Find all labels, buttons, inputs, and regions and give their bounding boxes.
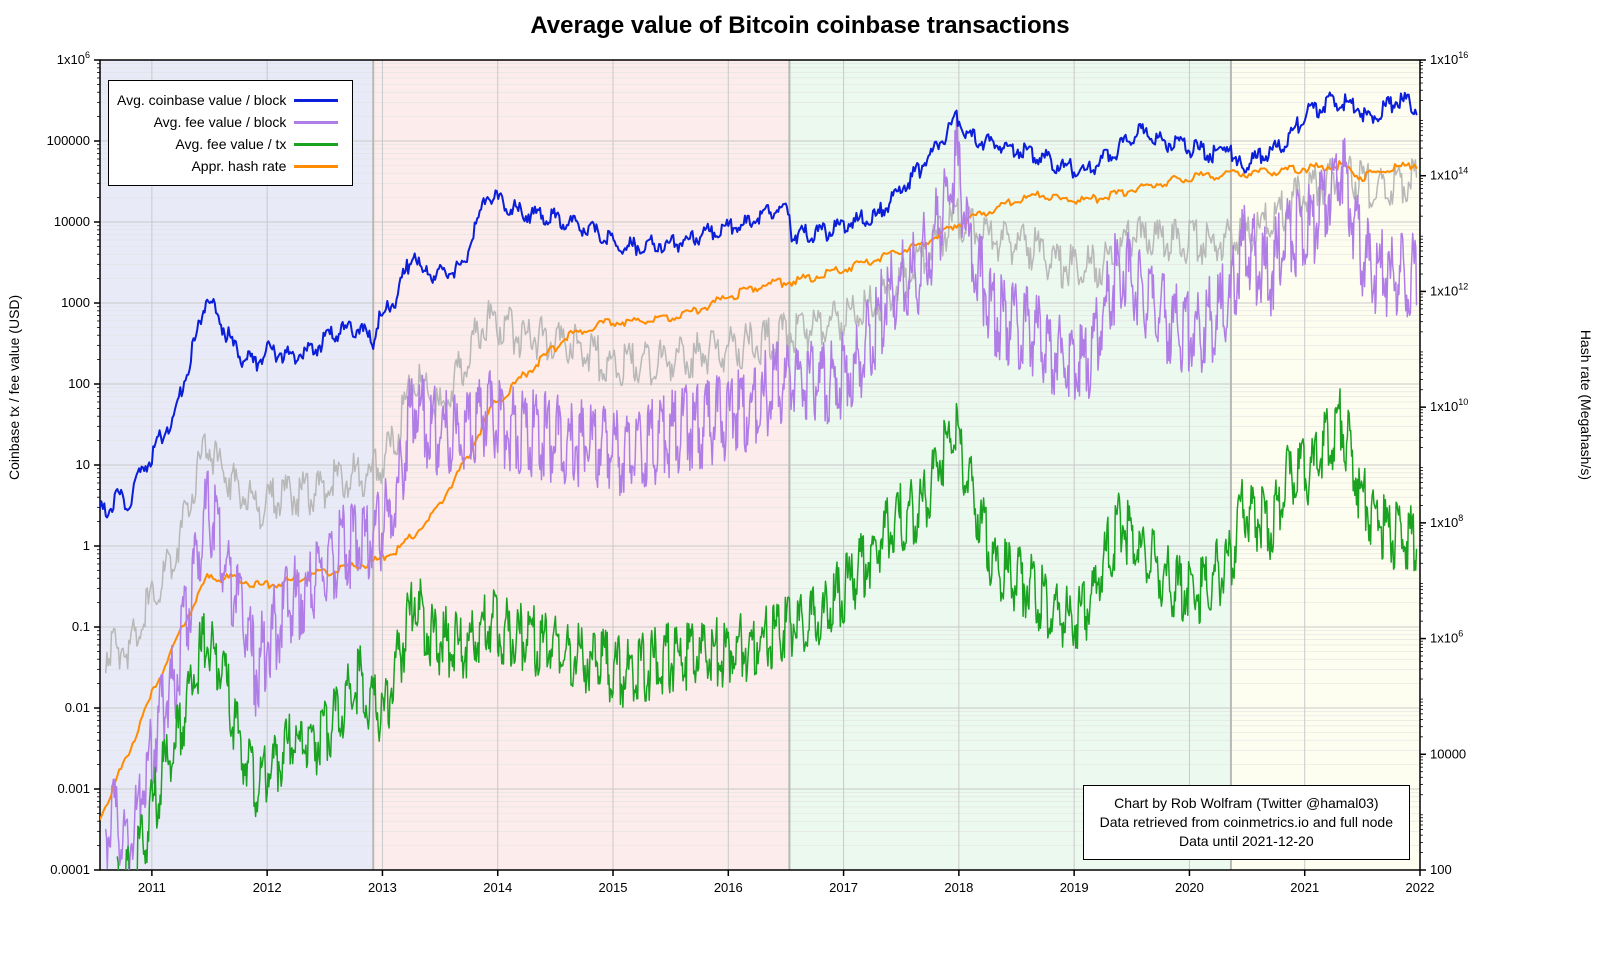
svg-text:1x106: 1x106 [57,50,90,67]
svg-text:1x1012: 1x1012 [1430,281,1468,298]
legend-label: Appr. hash rate [191,158,294,174]
credits-line: Data retrieved from coinmetrics.io and f… [1100,813,1393,832]
svg-text:2017: 2017 [829,880,858,895]
credits-line: Data until 2021-12-20 [1100,832,1393,851]
svg-text:1x1016: 1x1016 [1430,50,1468,67]
legend-label: Avg. fee value / tx [175,136,294,152]
chart-container: Average value of Bitcoin coinbase transa… [0,0,1600,960]
legend-swatch [294,99,338,102]
credits-box: Chart by Rob Wolfram (Twitter @hamal03)D… [1083,785,1410,860]
svg-text:2015: 2015 [599,880,628,895]
legend-label: Avg. coinbase value / block [117,92,294,108]
svg-text:2020: 2020 [1175,880,1204,895]
svg-text:2014: 2014 [483,880,512,895]
legend-item: Avg. fee value / block [117,111,338,133]
svg-text:100000: 100000 [47,133,90,148]
svg-text:1x1014: 1x1014 [1430,166,1468,183]
y-axis-left-label: Coinbase tx / fee value (USD) [6,295,22,480]
legend-swatch [294,143,338,146]
legend: Avg. coinbase value / block Avg. fee valu… [108,80,353,186]
legend-item: Appr. hash rate [117,155,338,177]
svg-text:0.001: 0.001 [57,781,90,796]
credits-line: Chart by Rob Wolfram (Twitter @hamal03) [1100,794,1393,813]
y-axis-right-label: Hash rate (Megahash/s) [1578,330,1594,480]
svg-text:0.0001: 0.0001 [50,862,90,877]
legend-item: Avg. coinbase value / block [117,89,338,111]
svg-text:10000: 10000 [54,214,90,229]
svg-text:1000: 1000 [61,295,90,310]
legend-label: Avg. fee value / block [154,114,295,130]
svg-text:2012: 2012 [253,880,282,895]
svg-text:1: 1 [83,538,90,553]
svg-text:2021: 2021 [1290,880,1319,895]
svg-text:10000: 10000 [1430,746,1466,761]
svg-text:2013: 2013 [368,880,397,895]
svg-text:0.1: 0.1 [72,619,90,634]
svg-text:100: 100 [1430,862,1452,877]
svg-text:1x108: 1x108 [1430,513,1463,530]
svg-text:100: 100 [68,376,90,391]
svg-text:1x1010: 1x1010 [1430,397,1468,414]
legend-swatch [294,121,338,124]
svg-text:2011: 2011 [138,880,166,895]
svg-text:0.01: 0.01 [65,700,90,715]
svg-text:2018: 2018 [944,880,973,895]
svg-text:2016: 2016 [714,880,743,895]
svg-text:1x106: 1x106 [1430,629,1463,646]
legend-swatch [294,165,338,168]
legend-item: Avg. fee value / tx [117,133,338,155]
svg-text:2022: 2022 [1406,880,1435,895]
svg-text:10: 10 [76,457,90,472]
svg-text:2019: 2019 [1060,880,1089,895]
